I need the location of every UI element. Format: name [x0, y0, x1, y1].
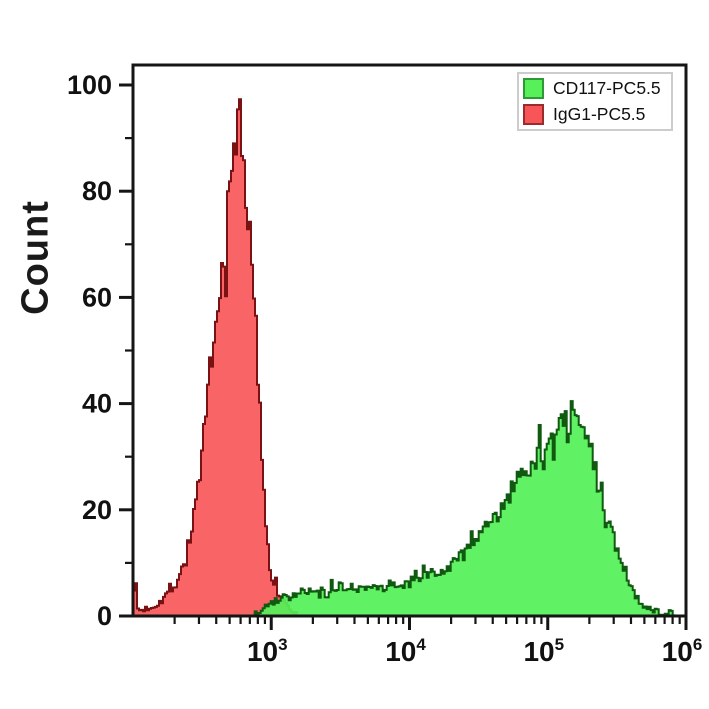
y-tick-label: 100 — [67, 70, 112, 100]
igg1-histogram — [132, 98, 299, 617]
legend-label-igg1: IgG1-PC5.5 — [553, 104, 646, 124]
y-tick-label: 60 — [82, 282, 112, 312]
x-tick-label-10e6: 106 — [662, 635, 703, 667]
y-tick-label: 20 — [82, 495, 112, 525]
legend-label-cd117: CD117-PC5.5 — [553, 78, 661, 98]
legend-item-cd117: CD117-PC5.5 — [523, 76, 661, 101]
legend: CD117-PC5.5 IgG1-PC5.5 — [517, 72, 673, 131]
y-tick-label: 40 — [82, 389, 112, 419]
x-tick-label-10e3: 103 — [247, 635, 288, 667]
y-tick-label: 0 — [97, 601, 112, 631]
igg1-color-swatch-icon — [523, 104, 544, 125]
cd117-histogram — [253, 400, 681, 617]
x-tick-label-10e5: 105 — [523, 635, 564, 667]
y-tick-label: 80 — [82, 176, 112, 206]
series-layer — [132, 98, 681, 617]
axis-layer: 0 20 40 60 80 100 103 104 105 106 — [67, 63, 703, 667]
cd117-color-swatch-icon — [523, 78, 544, 99]
y-axis-title: Count — [14, 200, 57, 315]
legend-item-igg1: IgG1-PC5.5 — [523, 102, 661, 127]
x-tick-label-10e4: 104 — [385, 635, 426, 667]
